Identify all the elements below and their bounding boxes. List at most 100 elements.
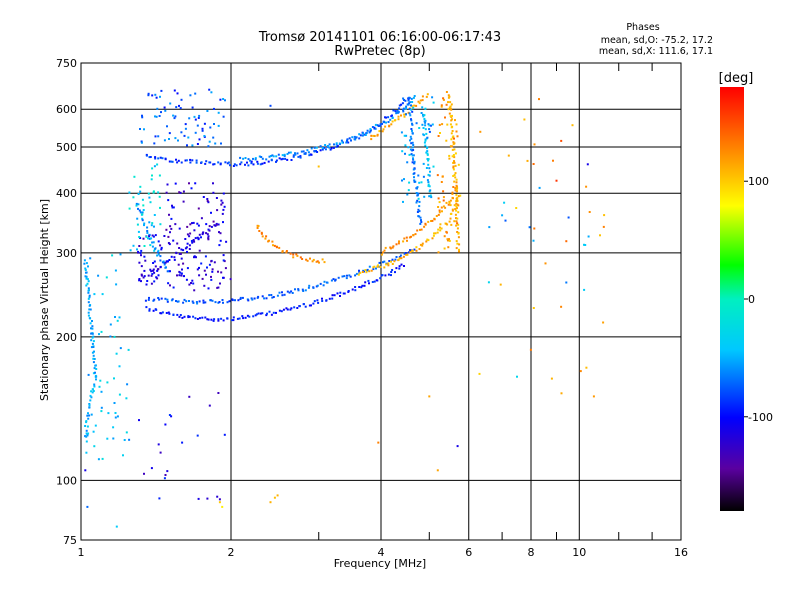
data-point (292, 256, 295, 259)
data-point (149, 244, 152, 247)
y-axis-label: Stationary phase Virtual Height [km] (38, 199, 51, 401)
y-tick-label: 750 (56, 57, 77, 70)
data-point (408, 153, 411, 156)
data-point (346, 138, 349, 141)
data-point (210, 278, 213, 281)
data-point (358, 137, 361, 140)
data-point (331, 294, 334, 297)
data-point (165, 312, 168, 314)
data-point (442, 199, 445, 202)
data-point (369, 130, 372, 133)
data-point (183, 134, 186, 137)
data-point (193, 289, 196, 292)
data-point (437, 197, 440, 200)
data-point (297, 155, 300, 158)
data-point (438, 211, 441, 214)
data-point (147, 192, 150, 195)
data-point (302, 290, 305, 292)
data-point (249, 159, 252, 162)
data-point (395, 256, 398, 258)
data-point (128, 191, 131, 194)
data-point (424, 222, 427, 225)
data-point (178, 247, 181, 249)
data-point (148, 235, 151, 238)
data-point (448, 106, 451, 109)
data-point (175, 300, 177, 302)
data-point (186, 144, 188, 147)
data-point (299, 256, 302, 259)
data-point (348, 137, 351, 140)
data-point (457, 236, 460, 239)
data-point (370, 138, 373, 141)
data-point (420, 221, 423, 223)
data-point (282, 308, 285, 311)
data-point (170, 227, 173, 230)
data-point (140, 249, 143, 252)
data-point (191, 222, 193, 225)
data-point (427, 239, 430, 242)
data-point (179, 107, 182, 110)
data-point (420, 181, 423, 184)
data-point (389, 118, 392, 121)
data-point (317, 165, 320, 168)
data-point (146, 226, 149, 229)
data-point (312, 258, 315, 261)
data-point (440, 104, 443, 107)
data-point (156, 163, 159, 166)
data-point (376, 124, 379, 127)
data-point (138, 419, 140, 422)
data-point (602, 225, 605, 228)
data-point (252, 315, 255, 318)
data-point (178, 227, 181, 230)
data-point (423, 141, 426, 144)
data-point (397, 258, 400, 261)
data-point (428, 174, 431, 177)
data-point (84, 425, 87, 427)
data-point (239, 156, 242, 159)
data-point (270, 313, 273, 316)
data-point (285, 250, 288, 252)
data-point (416, 199, 419, 202)
data-point (175, 106, 178, 109)
data-point (173, 117, 176, 120)
data-point (151, 234, 154, 237)
data-point (83, 259, 86, 262)
data-point (599, 234, 601, 237)
data-point (138, 245, 141, 247)
data-point (144, 299, 147, 302)
data-point (311, 260, 314, 263)
data-point (143, 275, 146, 278)
data-point (406, 193, 409, 196)
data-point (180, 272, 183, 275)
data-point (412, 106, 415, 109)
data-point (299, 156, 302, 159)
data-point (415, 246, 418, 249)
data-point (358, 133, 361, 136)
data-point (163, 235, 166, 237)
data-point (92, 390, 95, 392)
data-point (85, 451, 88, 454)
data-point (148, 296, 150, 299)
data-point (201, 127, 204, 130)
data-point (382, 261, 384, 264)
data-point (455, 197, 458, 200)
data-point (450, 223, 453, 226)
data-point (404, 252, 407, 254)
data-point (300, 150, 303, 153)
data-point (164, 474, 167, 476)
data-point (436, 469, 439, 472)
data-point (202, 196, 205, 198)
data-point (180, 161, 183, 164)
data-point (132, 196, 135, 199)
data-point (208, 88, 211, 91)
data-point (422, 127, 425, 129)
data-point (220, 142, 222, 145)
data-point (128, 438, 131, 441)
data-point (87, 291, 90, 294)
data-point (188, 235, 191, 238)
data-point (371, 126, 374, 128)
data-point (407, 103, 410, 106)
data-point (172, 314, 175, 316)
data-point (221, 212, 224, 215)
